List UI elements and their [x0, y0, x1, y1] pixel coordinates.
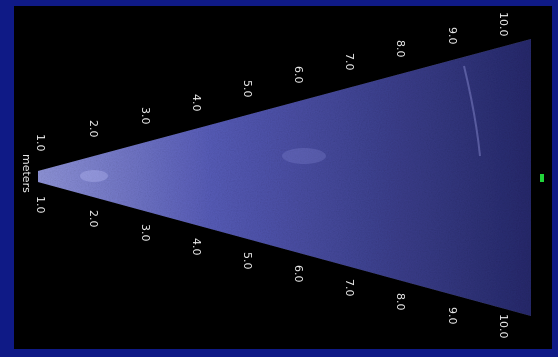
upper-tick-label: 9.0 [446, 27, 459, 45]
sonar-display: meters 1.0 2.0 3.0 4.0 5.0 6.0 7.0 8.0 9… [14, 6, 552, 349]
sonar-echo-blob [282, 148, 326, 164]
upper-tick-label: 10.0 [497, 12, 510, 37]
sonar-echo-streak [463, 65, 481, 157]
lower-scale: 1.0 2.0 3.0 4.0 5.0 6.0 7.0 8.0 9.0 10.0 [34, 196, 510, 339]
lower-tick-label: 5.0 [241, 252, 254, 270]
upper-tick-label: 7.0 [343, 53, 356, 71]
upper-tick-label: 5.0 [241, 80, 254, 98]
lower-tick-label: 8.0 [394, 293, 407, 311]
lower-tick-label: 3.0 [139, 224, 152, 242]
upper-tick-label: 6.0 [292, 66, 305, 84]
upper-tick-label: 8.0 [394, 40, 407, 58]
unit-label: meters [20, 154, 33, 193]
sonar-image: meters 1.0 2.0 3.0 4.0 5.0 6.0 7.0 8.0 9… [20, 12, 544, 339]
upper-tick-label: 2.0 [87, 120, 100, 138]
lower-tick-label: 6.0 [292, 265, 305, 283]
target-marker [540, 174, 544, 182]
upper-tick-label: 4.0 [190, 94, 203, 112]
upper-tick-label: 3.0 [139, 107, 152, 125]
lower-tick-label: 7.0 [343, 279, 356, 297]
lower-tick-label: 4.0 [190, 238, 203, 256]
lower-tick-label: 2.0 [87, 210, 100, 228]
upper-tick-label: 1.0 [34, 134, 47, 152]
lower-tick-label: 9.0 [446, 307, 459, 325]
sonar-echo-blob [80, 170, 108, 182]
lower-tick-label: 10.0 [497, 314, 510, 339]
upper-scale: 1.0 2.0 3.0 4.0 5.0 6.0 7.0 8.0 9.0 10.0 [34, 12, 510, 152]
lower-tick-label: 1.0 [34, 196, 47, 214]
sonar-cone [38, 39, 531, 316]
